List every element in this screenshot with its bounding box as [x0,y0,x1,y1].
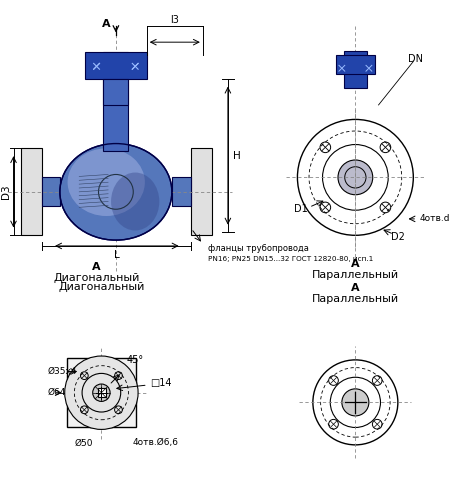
Text: PN16; PN25 DN15...32 ГОСТ 12820-80, исп.1: PN16; PN25 DN15...32 ГОСТ 12820-80, исп.… [207,257,372,263]
Bar [85,52,147,79]
Text: Ø64: Ø64 [47,388,65,397]
Text: DN: DN [407,54,422,63]
Text: A: A [350,284,359,293]
Ellipse shape [68,148,144,216]
Text: 45°: 45° [126,355,143,365]
Bar [171,177,191,206]
Text: Параллельный: Параллельный [311,294,398,304]
Text: 4отв.d: 4отв.d [418,214,449,224]
Text: □14: □14 [149,378,171,388]
Bar [335,55,374,74]
Ellipse shape [60,143,171,240]
Circle shape [341,389,368,416]
Bar [343,51,366,87]
Text: H: H [232,151,240,161]
Bar [97,388,106,397]
Text: A: A [92,262,101,272]
Text: Параллельный: Параллельный [311,270,398,280]
Text: L: L [114,250,120,260]
Text: D1: D1 [294,204,308,214]
Text: D3: D3 [1,184,11,199]
Text: D2: D2 [390,232,404,242]
Text: A: A [350,259,359,269]
Circle shape [64,356,138,429]
Text: Ø35х4: Ø35х4 [47,367,77,376]
Text: A: A [101,19,110,29]
Circle shape [337,160,372,195]
Text: Диагональный: Диагональный [58,282,144,291]
Text: 4отв.Ø6,6: 4отв.Ø6,6 [132,438,178,447]
Text: Диагональный: Диагональный [53,273,139,283]
Bar [21,148,42,235]
Bar [191,148,212,235]
Text: фланцы трубопровода: фланцы трубопровода [207,244,308,253]
Bar [103,79,128,105]
Text: l3: l3 [170,15,179,25]
Circle shape [92,384,110,402]
Ellipse shape [111,173,159,230]
Text: Ø50: Ø50 [74,438,93,447]
Bar [66,358,136,427]
Bar [42,177,60,206]
Bar [103,52,128,151]
